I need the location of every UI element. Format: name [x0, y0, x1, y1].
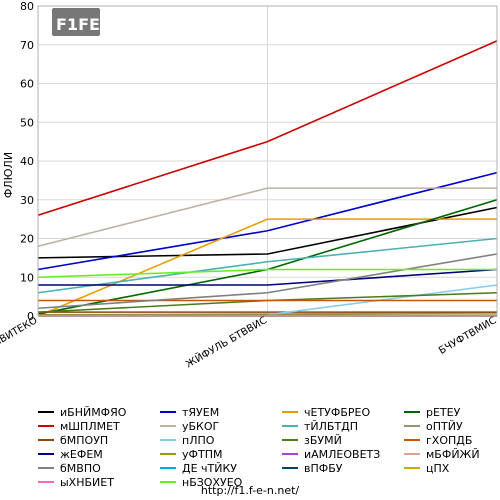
y-tick-label: 0 [27, 310, 34, 323]
legend-label: бМПОУП [60, 434, 108, 447]
logo-text: F1FEN [56, 15, 113, 34]
legend-label: тЯУЕМ [182, 406, 219, 419]
series-line [38, 268, 498, 286]
legend-label: уФТПМ [182, 448, 222, 461]
legend-label: ыХНБИЕТ [60, 476, 114, 489]
x-tick-label: ЖЙФУЛЬ БТВВИС [183, 313, 269, 370]
y-tick-label: 60 [20, 78, 34, 91]
legend-label: мБФЙЖЙ [426, 448, 480, 461]
legend-label: жЕФЕМ [60, 448, 103, 461]
series-line [37, 253, 498, 310]
legend: иБНЙМФЯО тЯУЕМ чЕТУФБРЕО рЕТЕУ мШПЛМЕТ уБКОГ т… [38, 406, 480, 489]
series-line [37, 218, 497, 317]
legend-label: гХОПДБ [426, 434, 472, 447]
series-line [37, 268, 497, 279]
legend-label: мШПЛМЕТ [60, 420, 120, 433]
y-tick-label: 40 [20, 155, 34, 168]
legend-label: тЙЛБТДП [304, 420, 358, 433]
legend-label: оПТЙУ [426, 420, 463, 433]
y-tick-label: 50 [20, 116, 34, 129]
plot-border [37, 5, 498, 317]
legend-label: цПХ [426, 462, 450, 475]
logo: F1FEN [52, 8, 113, 36]
legend-label: иБНЙМФЯО [60, 406, 127, 419]
series-line [37, 171, 498, 271]
series-line [37, 40, 498, 217]
legend-label: пЛПО [182, 434, 215, 447]
legend-label: бМВПО [60, 462, 101, 475]
x-tick-label: БЧУФТВМИС [437, 315, 498, 357]
legend-label: чЕТУФБРЕО [304, 406, 370, 419]
legend-label: уБКОГ [182, 420, 220, 433]
y-axis-label: ФЛЮЛИ [2, 152, 15, 198]
legend-label: иАМЛЕОВЕТЗ [304, 448, 380, 461]
legend-label: зБУМЙ [304, 434, 342, 447]
y-tick-label: 30 [20, 194, 34, 207]
y-tick-label: 80 [20, 0, 34, 13]
series-line [37, 187, 497, 248]
x-tick-label: вВИТЕКО [0, 315, 40, 348]
series-line [37, 237, 498, 294]
y-tick-label: 20 [20, 233, 34, 246]
legend-label: рЕТЕУ [426, 406, 461, 419]
legend-label: нБЗОХУЕО [182, 476, 243, 489]
legend-label: ДЕ чТЙКУ [182, 462, 237, 475]
y-tick-label: 70 [20, 39, 34, 52]
y-tick-label: 10 [20, 271, 34, 284]
legend-label: вПФБУ [304, 462, 343, 475]
footer-url[interactable]: http://f1.f-e-n.net/ [201, 484, 300, 497]
